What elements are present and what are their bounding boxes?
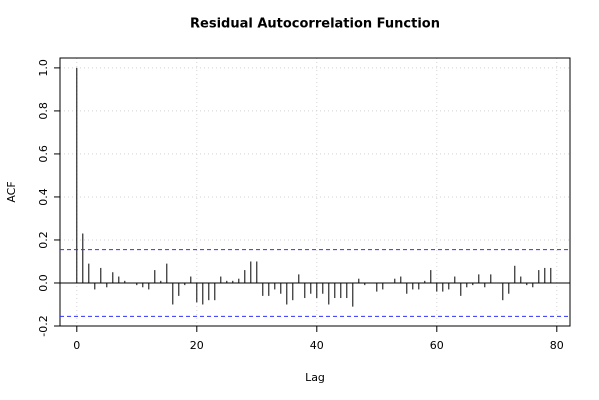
- y-tick-label: -0.2: [37, 315, 50, 336]
- plot-frame: [59, 57, 571, 327]
- chart-title: Residual Autocorrelation Function: [190, 17, 440, 32]
- y-tick-label: 0.8: [37, 102, 50, 120]
- y-tick-label: 0.4: [37, 188, 50, 206]
- x-tick-label: 0: [73, 339, 80, 352]
- x-tick-label: 40: [310, 339, 324, 352]
- y-tick-label: 1.0: [37, 59, 50, 77]
- x-tick-label: 60: [430, 339, 444, 352]
- x-tick-label: 80: [550, 339, 564, 352]
- y-tick-label: 0.6: [37, 145, 50, 163]
- y-tick-label: 0.0: [37, 274, 50, 292]
- y-axis-label: ACF: [5, 181, 18, 202]
- x-tick-label: 20: [190, 339, 204, 352]
- x-axis-label: Lag: [305, 371, 325, 384]
- y-tick-label: 0.2: [37, 231, 50, 249]
